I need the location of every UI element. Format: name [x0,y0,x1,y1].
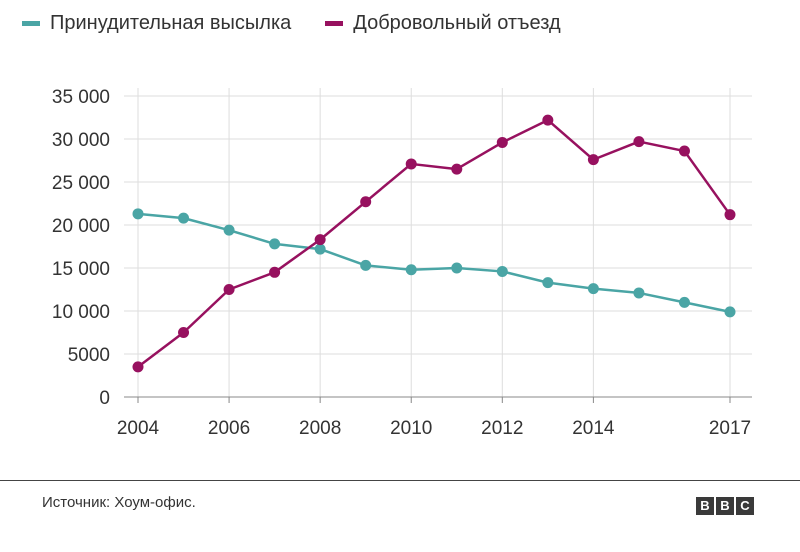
data-point-forced-removal [132,208,144,220]
x-tick-label: 2017 [709,418,751,439]
x-tick-label: 2010 [390,418,432,439]
bbc-logo-letter-3: C [736,497,754,515]
data-point-voluntary-departure [132,361,144,373]
data-point-forced-removal [314,243,326,255]
data-point-forced-removal [405,264,417,276]
x-tick-label: 2004 [117,418,160,439]
y-tick-label: 25 000 [52,173,110,194]
bbc-logo-letter-2: B [716,497,734,515]
bbc-logo: B B C [694,497,754,515]
data-point-voluntary-departure [269,266,281,278]
line-chart: 0 5000 10 000 15 000 20 000 25 000 30 000 35 00… [52,87,752,439]
legend-swatch-voluntary-departure [325,20,344,26]
data-point-forced-removal [678,296,690,308]
y-tick-label: 5000 [68,345,110,366]
legend-label-voluntary-departure: Добровольный отъезд [353,11,561,34]
data-point-voluntary-departure [678,145,690,157]
source-note: Источник: Хоум-офис. [42,494,196,511]
data-point-voluntary-departure [451,163,463,175]
y-tick-label: 0 [99,388,110,409]
legend-label-forced-removal: Принудительная высылка [50,11,292,34]
series-line-forced-removal [137,212,731,314]
data-point-voluntary-departure [587,154,599,166]
data-point-forced-removal [542,277,554,289]
series-line-voluntary-departure [137,118,732,368]
data-point-voluntary-departure [724,209,736,221]
y-tick-label: 15 000 [52,259,110,280]
data-point-voluntary-departure [178,327,190,338]
footer-divider [0,480,800,481]
x-tick-label: 2006 [208,418,250,439]
axis-layer: 0 5000 10 000 15 000 20 000 25 000 30 000 35 00… [52,87,752,439]
data-point-forced-removal [724,306,736,318]
legend-swatch-forced-removal [22,20,40,26]
data-point-voluntary-departure [360,196,372,208]
data-point-voluntary-departure [542,114,554,126]
data-point-voluntary-departure [496,136,508,148]
data-point-forced-removal [496,265,508,277]
data-point-forced-removal [269,238,281,250]
legend-item-voluntary-departure: Добровольный отъезд [325,11,561,35]
data-point-voluntary-departure [223,284,235,295]
x-tick-label: 2014 [572,418,615,439]
y-tick-label: 35 000 [52,87,110,108]
grid-layer [124,88,752,397]
chart-legend: Принудительная высылка Добровольный отъе… [22,10,595,36]
data-point-voluntary-departure [314,234,326,246]
data-point-forced-removal [178,212,190,224]
y-tick-label: 20 000 [52,216,110,237]
data-point-forced-removal [360,259,372,271]
data-point-forced-removal [223,224,235,236]
x-tick-label: 2008 [299,418,341,439]
legend-item-forced-removal: Принудительная высылка [22,12,291,35]
data-point-voluntary-departure [405,158,417,170]
y-tick-label: 30 000 [52,130,110,151]
data-point-voluntary-departure [633,136,645,148]
series-layer [132,114,736,373]
data-point-forced-removal [633,287,645,299]
data-point-forced-removal [451,262,463,274]
y-tick-label: 10 000 [52,302,110,323]
x-tick-label: 2012 [481,418,523,439]
bbc-logo-letter-1: B [696,497,714,515]
data-point-forced-removal [587,283,599,295]
